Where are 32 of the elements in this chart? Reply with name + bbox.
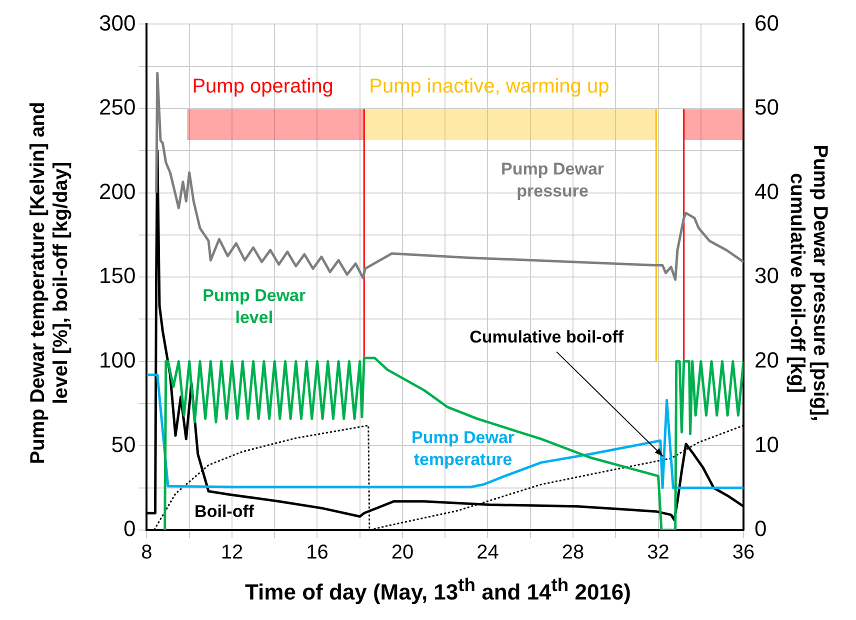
series-label: Boil-off <box>194 502 254 521</box>
text: Pump Dewar level <box>202 286 306 328</box>
x-axis-title: Time of day (May, 13$^{th}$ and 14$^{th}$ 2016) <box>244 574 632 606</box>
y-axis-title: Pump Dewar temperature [Kelvin] and level [%], boil-off [kg/day] <box>27 100 73 466</box>
y2-tick-label: 20 <box>754 347 780 372</box>
y-tick-label: 0 <box>123 516 136 542</box>
x-tick-label: 36 <box>732 542 755 564</box>
y-tick-label: 200 <box>98 178 136 204</box>
y-tick-label: 100 <box>98 347 136 372</box>
x-tick-label: 32 <box>647 542 670 564</box>
y-tick-label: 150 <box>98 263 136 288</box>
y-tick-label: 300 <box>98 10 136 36</box>
y-tick-label: 250 <box>98 94 136 120</box>
y2-tick-label: 60 <box>754 10 780 36</box>
y2-tick-label: 40 <box>754 178 780 204</box>
x-tick-label: 16 <box>306 542 328 564</box>
text: Cumulative boil-off <box>470 327 624 346</box>
x-tick-label: 24 <box>476 542 499 564</box>
y2-tick-label: 10 <box>754 432 780 457</box>
x-tick-label: 20 <box>391 542 414 564</box>
text: Pump Dewar pressure <box>501 160 604 201</box>
y2-tick-label: 0 <box>754 516 767 542</box>
band-label: Pump inactive, warming up <box>369 76 610 98</box>
series-label: Pump Dewar temperature <box>412 428 515 469</box>
x-tick-label: 28 <box>562 542 584 564</box>
y2-tick-label: 30 <box>754 263 780 288</box>
y2-tick-label: 50 <box>754 94 780 120</box>
x-tick-label: 8 <box>141 542 152 564</box>
x-tick-label: 12 <box>220 542 244 564</box>
y2-axis-title: Pump Dewar pressure [psig], cumulative boil-off [kg] <box>785 144 831 424</box>
y-tick-label: 50 <box>111 432 136 457</box>
band-label: Pump operating <box>192 76 334 98</box>
